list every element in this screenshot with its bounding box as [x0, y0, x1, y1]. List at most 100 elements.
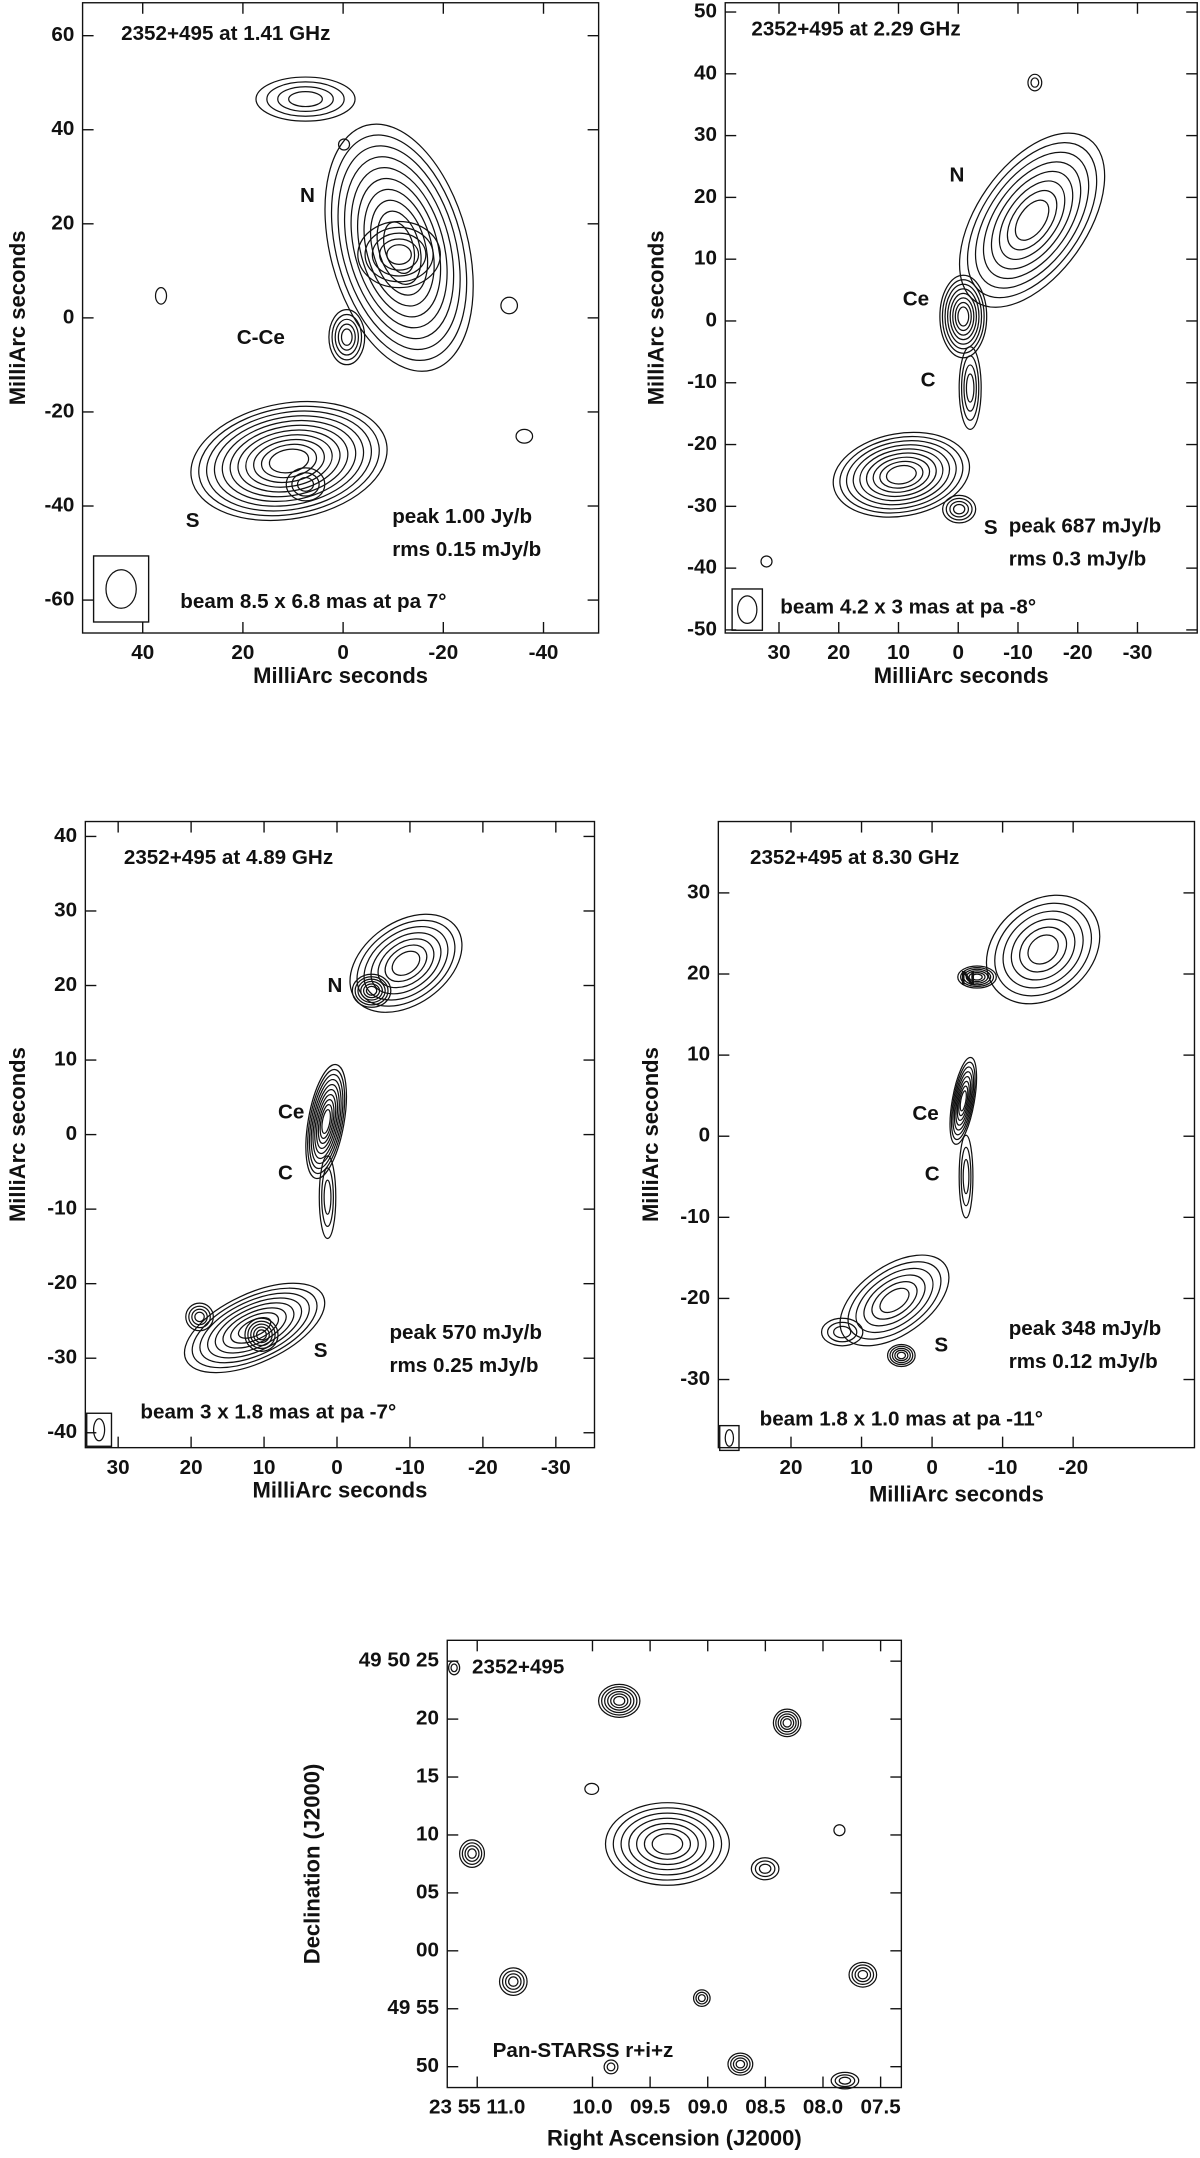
annotation: N	[300, 184, 315, 207]
beam-box	[86, 1412, 113, 1447]
x-tick-label: 0	[337, 641, 348, 664]
y-tick-label: -20	[45, 399, 75, 422]
contour	[386, 244, 412, 265]
contour	[371, 232, 427, 277]
contour	[508, 1976, 519, 1987]
contour	[604, 1688, 635, 1714]
panel-title: 2352+495 at 2.29 GHz	[751, 18, 960, 41]
contour	[854, 1967, 872, 1983]
contour	[960, 355, 980, 421]
contour	[305, 1063, 348, 1180]
x-tick-label: -30	[541, 1456, 571, 1479]
contour	[839, 1254, 950, 1347]
y-tick-label: 0	[699, 1124, 710, 1147]
contour	[949, 500, 970, 518]
beam	[724, 1429, 735, 1447]
contour	[775, 1710, 800, 1735]
annotation: C	[921, 369, 936, 392]
annotation: rms 0.12 mJy/b	[1009, 1350, 1158, 1373]
contour	[607, 1690, 632, 1711]
x-tick-label: -10	[1003, 641, 1033, 664]
contour	[384, 944, 428, 983]
contour	[337, 138, 351, 151]
contour	[859, 448, 944, 502]
contour	[324, 123, 474, 372]
contour	[782, 1718, 792, 1728]
contour	[949, 292, 978, 341]
contour	[651, 1833, 684, 1855]
contour	[308, 1073, 344, 1170]
annotation: beam 1.8 x 1.0 mas at pa -11°	[760, 1408, 1043, 1431]
contour	[321, 1109, 331, 1134]
x-tick-label: 08.5	[745, 2096, 785, 2119]
y-tick-label: -40	[45, 493, 75, 516]
x-tick-label: 10	[850, 1456, 873, 1479]
contour	[613, 1695, 626, 1706]
y-tick-label: 20	[51, 211, 74, 234]
contour	[974, 151, 1090, 289]
x-tick-label: 20	[780, 1456, 803, 1479]
contour	[732, 2057, 748, 2071]
contour	[636, 1822, 699, 1866]
y-tick-label: 30	[694, 123, 717, 146]
contour	[500, 296, 519, 315]
annotation: C-Ce	[237, 326, 285, 349]
contour	[340, 328, 353, 346]
annotation: peak 687 mJy/b	[1009, 514, 1162, 537]
contour	[1010, 918, 1076, 981]
y-tick-label: 20	[687, 961, 710, 984]
contour	[337, 323, 356, 351]
annotation: peak 570 mJy/b	[389, 1321, 541, 1344]
contour	[199, 1292, 310, 1364]
y-tick-label: 20	[694, 185, 717, 208]
contour	[963, 364, 977, 412]
y-tick-label: -30	[47, 1346, 77, 1369]
annotation: N	[328, 974, 343, 997]
contour	[356, 919, 456, 1007]
annotation: beam 4.2 x 3 mas at pa -8°	[780, 596, 1036, 619]
contour	[852, 444, 951, 506]
contour	[834, 2074, 856, 2088]
contour	[244, 1317, 279, 1352]
contour	[957, 965, 997, 989]
panel-title: 2352+495 at 8.30 GHz	[750, 846, 959, 869]
y-tick-label: 0	[705, 308, 716, 331]
contour	[959, 1090, 967, 1112]
x-tick-label: 10.0	[572, 2096, 612, 2119]
contour	[363, 925, 449, 1001]
x-tick-label: 07.5	[861, 2096, 901, 2119]
y-tick-label: -10	[687, 370, 717, 393]
contour	[958, 1085, 969, 1117]
contour	[620, 1812, 715, 1876]
contour	[966, 142, 1098, 299]
contour	[879, 460, 924, 489]
contour	[291, 472, 320, 497]
x-tick-label: -20	[1063, 641, 1093, 664]
contour	[191, 1287, 318, 1369]
y-axis-label: Declination (J2000)	[300, 1764, 325, 1965]
contour	[363, 188, 435, 307]
y-axis-label: MilliArc seconds	[5, 230, 30, 405]
x-tick-label: 10	[253, 1456, 276, 1479]
contour	[601, 1686, 638, 1716]
contour	[949, 1056, 978, 1145]
contour	[1002, 910, 1084, 989]
beam	[105, 569, 137, 609]
contour	[956, 1080, 970, 1122]
x-tick-label: 0	[952, 641, 963, 664]
contour	[194, 1311, 205, 1323]
y-tick-label: 15	[416, 1764, 439, 1787]
contour	[958, 1134, 974, 1219]
contour	[777, 1713, 797, 1733]
contour	[266, 81, 345, 117]
contour	[960, 1146, 972, 1207]
panel: 30 20 10 0 -10 -20 -30 50 40 30 20 10 0 -10 -20 -30 -40 -…	[644, 0, 1198, 688]
contour	[459, 1839, 486, 1868]
contour	[833, 1325, 852, 1339]
contour	[461, 1842, 483, 1865]
contour	[610, 1693, 629, 1709]
contour	[296, 476, 315, 492]
y-tick-label: -20	[680, 1286, 710, 1309]
beam	[92, 1418, 106, 1442]
